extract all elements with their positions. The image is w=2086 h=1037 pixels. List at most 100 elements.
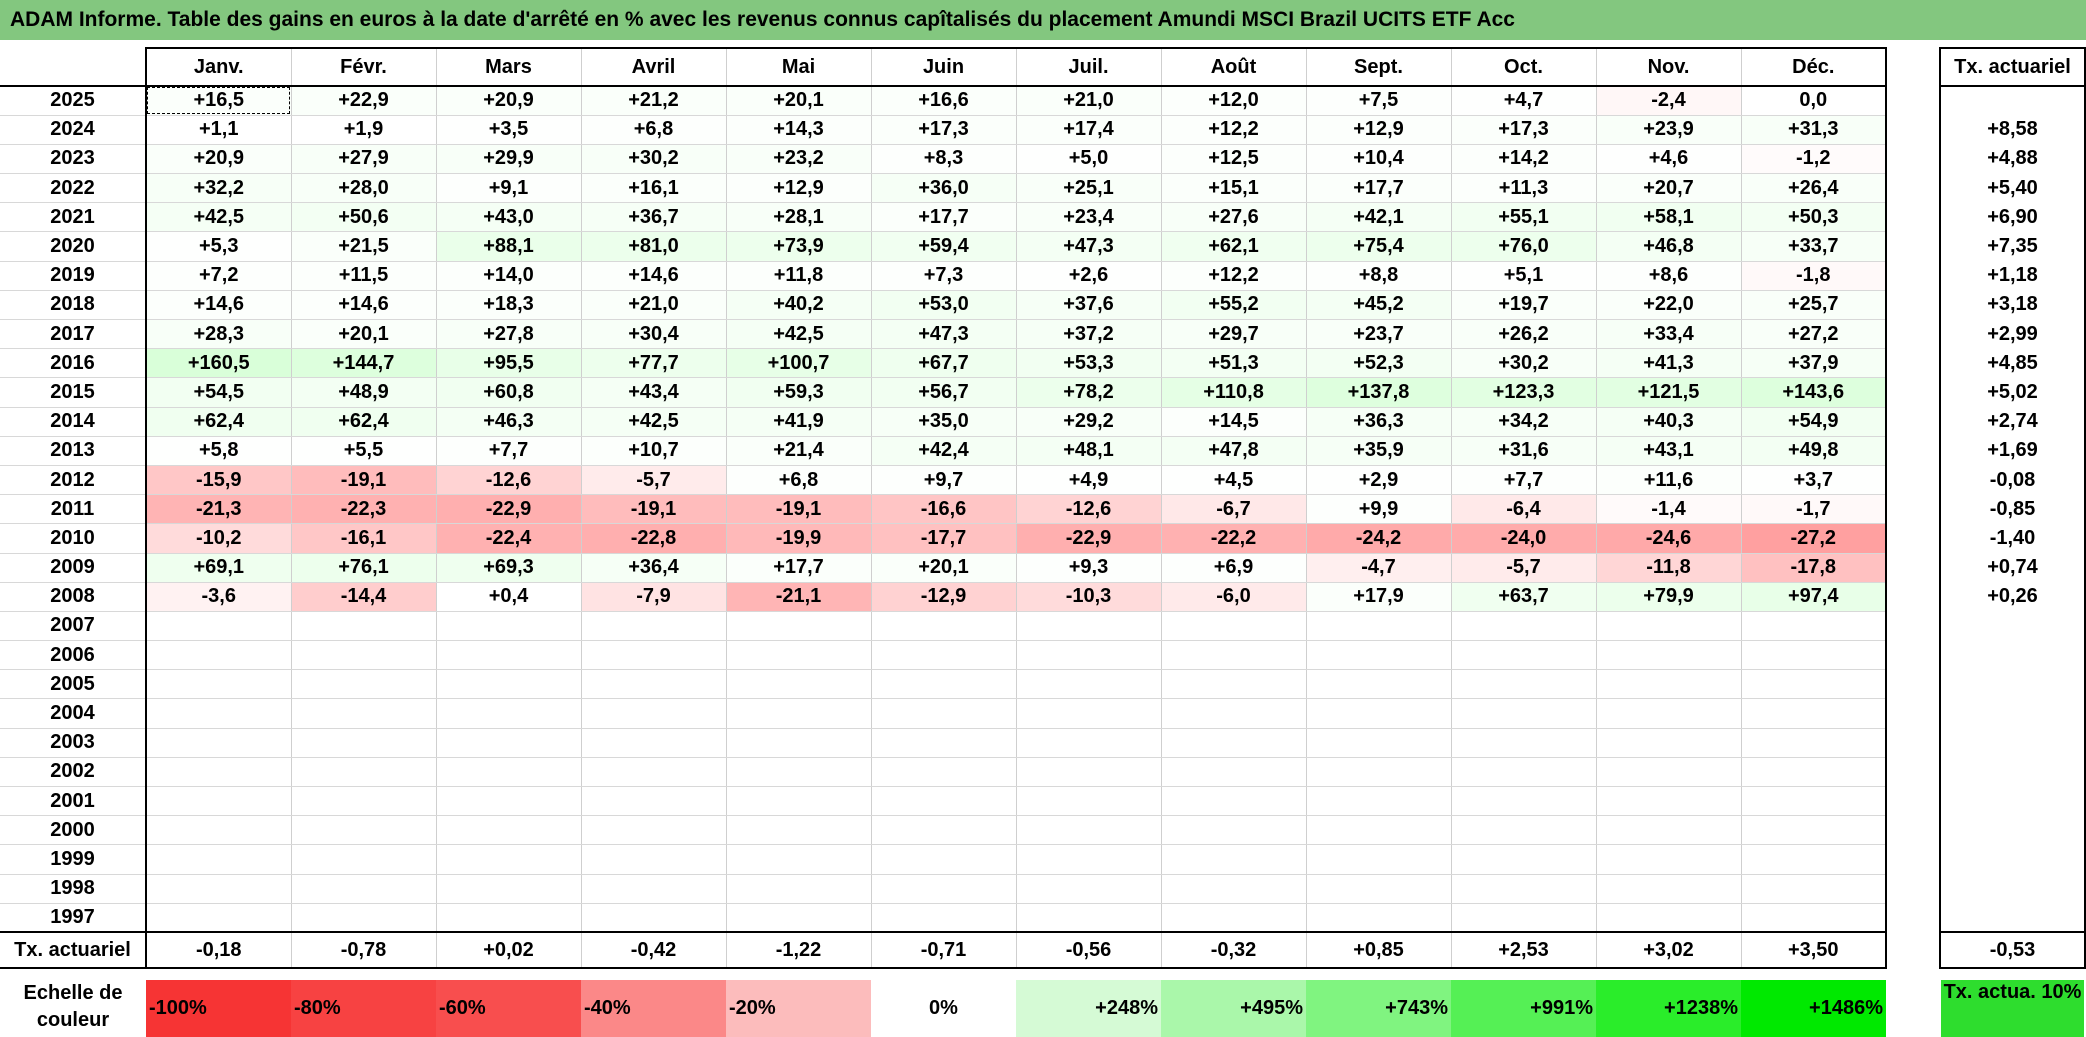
gain-cell: +67,7 [871,348,1017,379]
gain-cell: -22,9 [436,494,582,525]
gain-cell: -22,2 [1161,523,1307,554]
monthly-rate-cell: -0,18 [146,931,292,970]
gain-cell [871,903,1017,933]
gain-cell [146,611,292,642]
gain-cell: +50,6 [291,202,437,233]
gain-cell: +37,9 [1741,348,1887,379]
gain-cell: +9,1 [436,173,582,204]
actuarial-rate-cell: +4,88 [1939,144,2086,174]
gain-cell: +76,1 [291,553,437,583]
gain-cell: +2,9 [1306,465,1452,496]
gain-cell: +29,2 [1016,407,1162,437]
gain-cell: +26,2 [1451,319,1597,350]
gain-cell [291,815,437,846]
year-label: 2007 [0,611,147,642]
gain-cell: -1,7 [1741,494,1887,525]
gain-cell [726,815,872,846]
gain-cell: +27,2 [1741,319,1887,350]
gain-cell [1741,640,1887,671]
year-label: 2000 [0,815,147,846]
gain-cell: +9,3 [1016,553,1162,583]
gain-cell: +137,8 [1306,377,1452,408]
gain-cell: +62,4 [291,407,437,437]
gain-cell: +29,7 [1161,319,1307,350]
year-label: 1999 [0,844,147,875]
gain-cell: +49,8 [1741,436,1887,466]
gain-cell: +12,9 [1306,115,1452,145]
year-label: 2014 [0,407,147,437]
actuarial-rate-cell: +0,26 [1939,582,2086,612]
actuarial-rate-cell: +8,58 [1939,115,2086,145]
table-row: 2025 +16,5 +22,9 +20,9 +21,2 +20,1 +16,6 +21,0 +… [0,86,1887,116]
gain-cell [726,844,872,875]
year-label: 2002 [0,757,147,788]
gain-cell: +23,7 [1306,319,1452,350]
gain-cell: +144,7 [291,348,437,379]
gain-cell [1741,611,1887,642]
gain-cell [1741,757,1887,788]
table-row: 2002 [0,757,1887,788]
gain-cell: +42,5 [581,407,727,437]
gain-cell: -12,6 [1016,494,1162,525]
gain-cell: +53,0 [871,290,1017,321]
footer-label: Tx. actuariel [0,931,147,970]
gain-cell: +42,1 [1306,202,1452,233]
gain-cell: +55,1 [1451,202,1597,233]
gain-cell [1451,844,1597,875]
gain-cell [581,728,727,758]
gain-cell [726,698,872,729]
gain-cell [436,698,582,729]
actuarial-rate-cell [1939,786,2086,816]
actuarial-rate-cell: -0,08 [1939,465,2086,495]
gain-cell [1596,728,1742,758]
gain-cell: +47,3 [1016,231,1162,262]
actuarial-rate-column: Tx. actuariel +8,58 +4,88 +5,40 +6,90 +7,35 +… [1939,47,2086,970]
year-label: 2016 [0,348,147,379]
table-row: 2012 -15,9 -19,1 -12,6 -5,7 +6,8 +9,7 +4,9 +4,5 +… [0,465,1887,496]
gain-cell: +53,3 [1016,348,1162,379]
gain-cell: +43,1 [1596,436,1742,466]
gain-cell [146,640,292,671]
table-row: 2020 +5,3 +21,5 +88,1 +81,0 +73,9 +59,4 +47,3 +6… [0,231,1887,262]
table-row: 2004 [0,698,1887,729]
gain-cell: +17,7 [726,553,872,583]
gain-cell [1741,786,1887,817]
gain-cell [1161,903,1307,933]
gain-cell: +8,6 [1596,261,1742,291]
gain-cell [581,786,727,817]
gain-cell [1596,786,1742,817]
year-label: 2021 [0,202,147,233]
gain-cell: +30,2 [1451,348,1597,379]
gain-cell [581,844,727,875]
gain-cell: +59,3 [726,377,872,408]
year-label: 2003 [0,728,147,758]
gain-cell [1161,728,1307,758]
gain-cell: +14,6 [291,290,437,321]
actuarial-rate-cell [1939,903,2086,933]
gain-cell: -10,2 [146,523,292,554]
gain-cell: +17,3 [871,115,1017,145]
gain-cell [1306,757,1452,788]
gain-cell: +14,3 [726,115,872,145]
gain-cell [146,698,292,729]
gain-cell [1451,728,1597,758]
monthly-rate-cell: -0,42 [581,931,727,970]
gain-cell: +17,7 [871,202,1017,233]
gain-cell [726,640,872,671]
gain-cell [1306,874,1452,904]
gain-cell [1306,669,1452,700]
actuarial-rate-cell: +1,69 [1939,436,2086,466]
gain-cell [1451,786,1597,817]
gain-cell: +21,0 [581,290,727,321]
color-scale-swatch: +1486% [1741,980,1886,1037]
gain-cell: +21,4 [726,436,872,466]
gain-cell: +3,5 [436,115,582,145]
gain-cell [581,640,727,671]
gain-cell [1161,640,1307,671]
table-row: 2014 +62,4 +62,4 +46,3 +42,5 +41,9 +35,0 +29,2 +… [0,407,1887,437]
gain-cell: +69,1 [146,553,292,583]
gain-cell: +4,6 [1596,144,1742,175]
table-row: 1998 [0,874,1887,904]
gain-cell: -1,8 [1741,261,1887,291]
gain-cell: +1,9 [291,115,437,145]
